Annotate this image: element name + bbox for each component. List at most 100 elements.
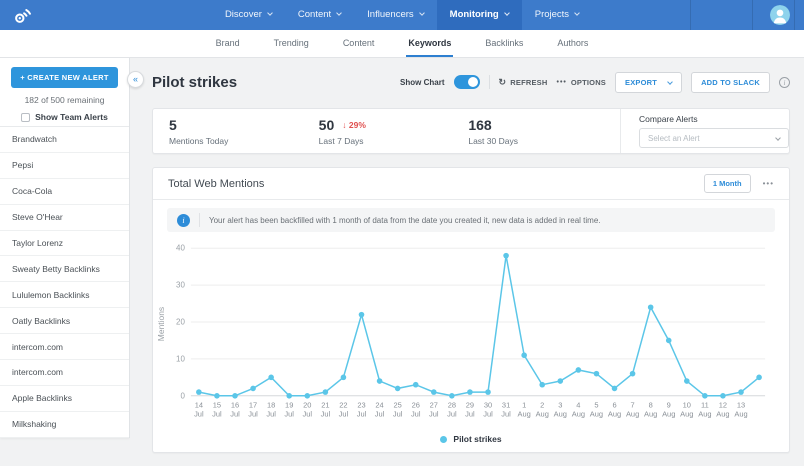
x-tick-label: 19 Jul [284, 401, 294, 419]
export-button[interactable]: EXPORT [615, 71, 683, 93]
chevron-down-icon [667, 79, 673, 85]
refresh-button[interactable]: ↻ REFRESH [498, 76, 548, 87]
data-point[interactable] [557, 378, 564, 384]
x-tick-label: 18 Jul [266, 401, 276, 419]
data-point[interactable] [286, 392, 293, 399]
data-point[interactable] [250, 385, 256, 392]
data-point[interactable] [647, 304, 654, 311]
data-point[interactable] [340, 374, 347, 381]
divider [199, 213, 200, 227]
data-point[interactable] [467, 389, 473, 395]
show-chart-toggle[interactable] [453, 75, 480, 89]
data-point[interactable] [521, 352, 527, 359]
stat-label: Last 30 Days [468, 135, 518, 146]
data-point[interactable] [214, 392, 220, 399]
nav-item-influencers[interactable]: Influencers [354, 0, 436, 30]
data-point[interactable] [485, 389, 491, 395]
compare-alerts-select[interactable]: Select an Alert [639, 128, 790, 148]
data-point[interactable] [503, 252, 509, 259]
data-point[interactable] [738, 389, 744, 395]
alert-list-item[interactable]: intercom.com [0, 334, 129, 361]
buzzsumo-logo-icon[interactable] [12, 4, 34, 26]
stat-value: 50 [318, 116, 335, 133]
alert-list-item[interactable]: Coca-Cola [0, 179, 129, 205]
info-icon[interactable]: i [779, 76, 790, 88]
stat-delta-badge: ↓ 29% [342, 119, 366, 130]
alert-list-item[interactable]: Oatly Backlinks [0, 308, 129, 335]
double-chevron-left-icon: « [132, 74, 138, 84]
create-new-alert-button[interactable]: + CREATE NEW ALERT [11, 67, 118, 88]
date-range-button[interactable]: 1 Month [703, 174, 751, 193]
alert-list-item[interactable]: intercom.com [0, 360, 129, 386]
tab-authors[interactable]: Authors [557, 38, 589, 48]
data-point[interactable] [412, 381, 419, 388]
alert-list-item[interactable]: Lululemon Backlinks [0, 282, 129, 309]
data-point[interactable] [322, 389, 329, 395]
data-point[interactable] [720, 392, 726, 399]
x-tick-label: 3 Aug [554, 401, 567, 419]
alert-list-item[interactable]: Taylor Lorenz [0, 231, 129, 257]
y-tick-label: 0 [180, 391, 185, 400]
tab-content[interactable]: Content [342, 38, 375, 48]
x-tick-label: 8 Aug [644, 401, 657, 419]
data-point[interactable] [611, 385, 618, 392]
data-point[interactable] [431, 389, 437, 395]
add-to-slack-button[interactable]: ADD TO SLACK [691, 71, 770, 93]
alert-list: Brandwatch Pepsi Coca-Cola Steve O'Hear Tayl… [0, 127, 129, 438]
data-point[interactable] [268, 374, 274, 381]
data-point[interactable] [358, 311, 365, 318]
ellipsis-icon: ••• [762, 179, 774, 188]
alert-list-item[interactable]: Apple Backlinks [0, 386, 129, 412]
tab-keywords[interactable]: Keywords [406, 30, 454, 57]
data-point[interactable] [756, 374, 762, 381]
data-point[interactable] [232, 392, 238, 399]
data-point[interactable] [376, 378, 383, 384]
nav-item-content[interactable]: Content [285, 0, 354, 30]
x-tick-label: 20 Jul [303, 401, 313, 419]
show-team-alerts-toggle[interactable]: Show Team Alerts [0, 112, 129, 122]
main-content: Pilot strikes Show Chart ↻ REFRESH ••• O… [130, 58, 804, 466]
alert-list-item[interactable]: Brandwatch [0, 127, 129, 153]
alert-list-item[interactable]: Milkshaking [0, 412, 129, 438]
mentions-line-chart[interactable]: 0 10 20 30 40 Mentions 14 Jul 15 Jul 16 Jul 17 Jul 18 J… [153, 234, 789, 430]
total-web-mentions-card: Total Web Mentions 1 Month ••• i Your al… [152, 167, 790, 453]
options-dots-icon: ••• [556, 78, 567, 86]
x-tick-label: 28 Jul [447, 401, 457, 419]
chevron-down-icon [775, 135, 781, 141]
divider [620, 109, 622, 153]
info-icon: i [177, 213, 190, 227]
tab-backlinks[interactable]: Backlinks [485, 38, 524, 48]
y-axis-label: Mentions [156, 307, 166, 341]
nav-item-discover[interactable]: Discover [212, 0, 285, 30]
main-nav: Discover Content Influencers Monitoring Proj… [0, 0, 804, 30]
team-alerts-checkbox[interactable] [21, 112, 31, 122]
x-tick-label: 11 Aug [698, 401, 711, 419]
alert-list-item[interactable]: Pepsi [0, 153, 129, 179]
data-point[interactable] [593, 370, 600, 377]
tab-brand[interactable]: Brand [215, 38, 240, 48]
nav-item-projects[interactable]: Projects [522, 0, 592, 30]
data-point[interactable] [702, 392, 708, 399]
alert-list-item[interactable]: Sweaty Betty Backlinks [0, 256, 129, 283]
data-point[interactable] [629, 370, 636, 377]
toggle-knob [467, 77, 478, 87]
data-point[interactable] [449, 392, 455, 399]
x-tick-label: 26 Jul [411, 401, 421, 419]
alerts-remaining-count: 182 of 500 remaining [24, 95, 105, 105]
x-tick-label: 25 Jul [393, 401, 403, 419]
data-point[interactable] [665, 337, 672, 344]
data-point[interactable] [394, 385, 401, 392]
options-button[interactable]: ••• OPTIONS [556, 77, 607, 87]
x-tick-label: 23 Jul [357, 401, 367, 419]
sidebar-collapse-button[interactable]: « [127, 71, 144, 88]
user-avatar[interactable] [770, 5, 790, 25]
data-point[interactable] [539, 381, 546, 388]
data-point[interactable] [684, 378, 690, 384]
nav-item-monitoring[interactable]: Monitoring [436, 0, 522, 30]
card-menu-button[interactable]: ••• [763, 179, 774, 188]
data-point[interactable] [575, 367, 582, 373]
alert-list-item[interactable]: Steve O'Hear [0, 205, 129, 231]
data-point[interactable] [196, 389, 202, 395]
data-point[interactable] [304, 392, 311, 399]
tab-trending[interactable]: Trending [273, 38, 309, 48]
